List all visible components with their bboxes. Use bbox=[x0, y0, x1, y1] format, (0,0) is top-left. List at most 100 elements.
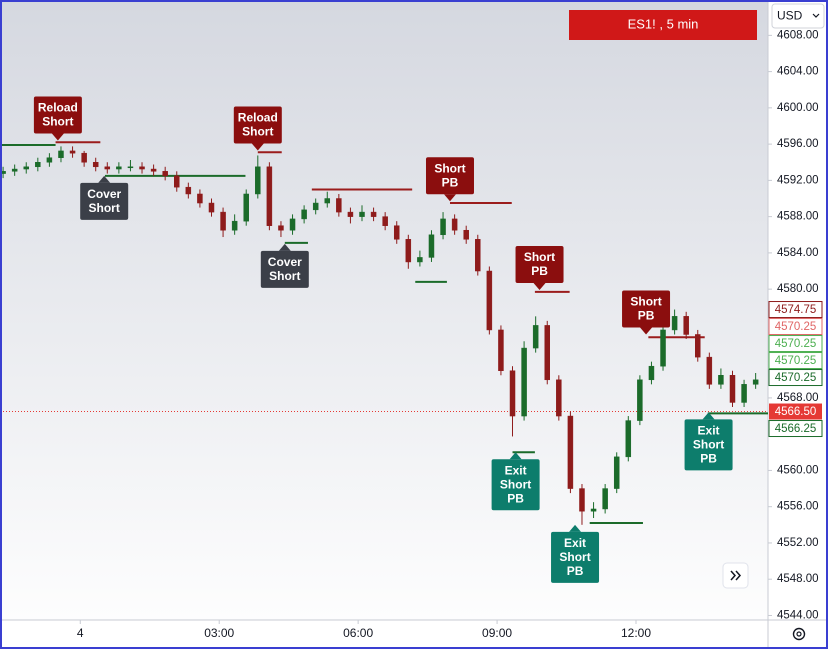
y-tick-label: 4552.00 bbox=[777, 537, 819, 549]
signal-pointer bbox=[702, 412, 715, 420]
candle-body bbox=[359, 211, 365, 217]
x-tick-label: 12:00 bbox=[621, 626, 651, 640]
candle-body bbox=[370, 211, 377, 217]
y-tick-label: 4544.00 bbox=[777, 609, 819, 621]
signal-text: Exit bbox=[505, 463, 527, 477]
signal-text: Short bbox=[524, 250, 555, 264]
signal-pointer bbox=[640, 327, 653, 335]
settings-button[interactable] bbox=[792, 627, 806, 641]
price-tag-box bbox=[768, 301, 823, 319]
candle-body bbox=[231, 220, 238, 231]
candle-body bbox=[58, 150, 64, 158]
signal-text: Short bbox=[269, 269, 300, 283]
candle-body bbox=[92, 162, 99, 168]
currency-chevron bbox=[812, 13, 820, 18]
candle-body bbox=[544, 325, 550, 381]
candle-body bbox=[104, 166, 111, 170]
candle-body bbox=[741, 384, 747, 403]
candle-body bbox=[498, 329, 504, 371]
time-axis-panel bbox=[0, 620, 828, 649]
candle-body bbox=[46, 157, 53, 163]
y-tick-label: 4560.00 bbox=[777, 464, 819, 476]
candle-body bbox=[255, 166, 261, 195]
signal-box bbox=[491, 459, 540, 511]
chart-title: ES1! , 5 min bbox=[628, 16, 699, 31]
y-tick-label: 4608.00 bbox=[777, 29, 819, 41]
candle-body bbox=[11, 168, 18, 172]
signal-pointer bbox=[533, 283, 546, 291]
price-tag-label: 4570.25 bbox=[775, 372, 817, 384]
y-tick-label: 4568.00 bbox=[777, 392, 819, 404]
y-tick-label: 4600.00 bbox=[777, 102, 819, 114]
price-tag-label: 4566.25 bbox=[775, 423, 817, 435]
signal-text: Short bbox=[434, 161, 465, 175]
signal-pointer bbox=[251, 143, 264, 151]
candle-body bbox=[521, 347, 527, 417]
y-tick-label: 4548.00 bbox=[777, 573, 819, 585]
signal-text: Exit bbox=[564, 536, 586, 550]
signal-text: PB bbox=[507, 491, 524, 505]
gear-icon bbox=[792, 627, 806, 641]
signal-pointer bbox=[509, 452, 522, 460]
y-tick-label: 4596.00 bbox=[777, 138, 819, 150]
price-tag-box bbox=[768, 318, 823, 336]
signal-pointer bbox=[569, 524, 582, 532]
candle-body bbox=[660, 329, 666, 367]
candle-body bbox=[451, 218, 458, 231]
candle-body bbox=[174, 175, 180, 188]
candle-body bbox=[613, 456, 620, 489]
signal-text: Short bbox=[242, 125, 273, 139]
signal-box bbox=[551, 531, 600, 583]
signal-box bbox=[260, 250, 309, 288]
candle-body bbox=[69, 150, 76, 154]
y-tick-label: 4588.00 bbox=[777, 211, 819, 223]
scroll-button[interactable] bbox=[722, 562, 749, 589]
candle-body bbox=[509, 370, 516, 417]
candle-body bbox=[266, 166, 273, 226]
signal-text: Short bbox=[693, 438, 724, 452]
price-tag-label: 4570.25 bbox=[775, 338, 817, 350]
signal-text: Exit bbox=[698, 424, 720, 438]
price-tag-box bbox=[768, 335, 823, 353]
candle-body bbox=[23, 166, 29, 170]
candle-body bbox=[243, 193, 249, 222]
candle-body bbox=[625, 420, 632, 458]
price-tag-box bbox=[768, 369, 823, 387]
signal-text: Reload bbox=[38, 101, 78, 115]
signal-box bbox=[425, 157, 474, 195]
candle-body bbox=[289, 218, 296, 231]
candle-body bbox=[683, 316, 689, 335]
candle-body bbox=[556, 379, 562, 417]
price-tag-label: 4570.25 bbox=[775, 321, 817, 333]
candle-body bbox=[417, 257, 423, 263]
signal-text: PB bbox=[531, 264, 548, 278]
candle-body bbox=[116, 166, 122, 170]
scroll-icon bbox=[730, 570, 742, 581]
signal-pointer bbox=[51, 133, 64, 141]
candle-body bbox=[590, 508, 597, 512]
candle-body bbox=[718, 375, 724, 385]
signal-text: Reload bbox=[238, 111, 278, 125]
y-tick-label: 4580.00 bbox=[777, 283, 819, 295]
signal-text: PB bbox=[567, 564, 584, 578]
currency-button[interactable] bbox=[771, 3, 825, 29]
signal-text: Short bbox=[42, 115, 73, 129]
signal-box bbox=[80, 182, 129, 220]
x-tick-label: 03:00 bbox=[204, 626, 234, 640]
candle-body bbox=[208, 202, 215, 213]
signal-box bbox=[684, 419, 733, 471]
signal-text: PB bbox=[700, 452, 717, 466]
candle-body bbox=[347, 211, 354, 217]
candle-body bbox=[336, 198, 342, 213]
candle-body bbox=[706, 356, 713, 385]
price-tag-label: 4570.25 bbox=[775, 355, 817, 367]
candle-body bbox=[382, 216, 388, 226]
